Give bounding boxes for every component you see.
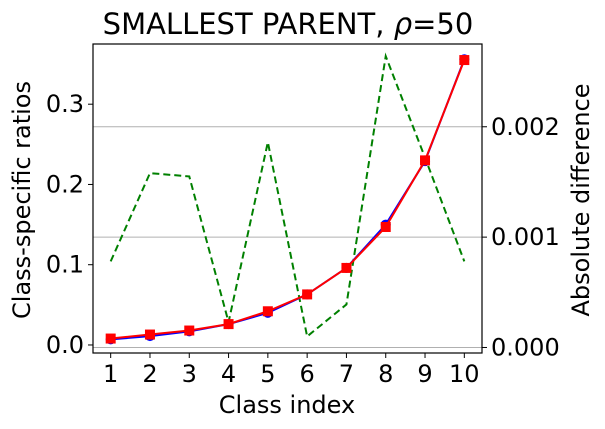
y-right-tick-label: 0.002 <box>491 113 560 141</box>
y-right-tick-label: 0.000 <box>491 333 560 361</box>
series-3-line <box>109 52 466 339</box>
x-axis: 1 2 3 4 5 6 7 8 9 10 <box>103 353 480 388</box>
y-right-tick-label: 0.001 <box>491 223 560 251</box>
x-tick-label: 2 <box>142 360 157 388</box>
series-2-point <box>459 55 470 66</box>
x-axis-label: Class index <box>219 391 355 419</box>
y-left-tick-label: 0.3 <box>46 90 84 118</box>
x-tick-label: 9 <box>417 360 432 388</box>
x-tick-label: 1 <box>103 360 118 388</box>
series-2-point <box>302 289 313 300</box>
series-2-point <box>341 262 352 273</box>
series-2-point <box>223 319 234 330</box>
series-2-point <box>144 329 155 340</box>
x-tick-label: 6 <box>300 360 315 388</box>
x-tick-label: 4 <box>221 360 236 388</box>
y-axis-right-label: Absolute difference <box>567 83 595 316</box>
x-tick-label: 5 <box>260 360 275 388</box>
y-axis-left-label: Class-specific ratios <box>8 81 36 319</box>
series-2-point <box>380 221 391 232</box>
chart-title-rho: ρ <box>394 7 413 41</box>
y-axis-left: 0.0 0.1 0.2 0.3 <box>46 90 93 359</box>
y-left-tick-label: 0.1 <box>46 251 84 279</box>
series-1-line <box>110 58 466 341</box>
x-tick-label: 7 <box>339 360 354 388</box>
x-tick-label: 8 <box>378 360 393 388</box>
series-layer <box>105 52 470 345</box>
chart-title-main: SMALLEST PARENT, <box>103 7 394 41</box>
chart-title: SMALLEST PARENT, ρ=50 <box>103 7 474 41</box>
y-left-tick-label: 0.2 <box>46 170 84 198</box>
series-2-line <box>110 59 466 340</box>
series-2-point <box>420 155 431 166</box>
chart-title-value: =50 <box>412 7 473 41</box>
y-left-tick-label: 0.0 <box>46 331 84 359</box>
x-tick-label: 10 <box>449 360 480 388</box>
series-2-point <box>184 325 195 336</box>
series-2-point <box>262 306 273 317</box>
series-2-point <box>105 333 116 344</box>
y-axis-right: 0.000 0.001 0.002 <box>482 113 560 361</box>
plot-frame <box>92 43 483 354</box>
x-tick-label: 3 <box>182 360 197 388</box>
